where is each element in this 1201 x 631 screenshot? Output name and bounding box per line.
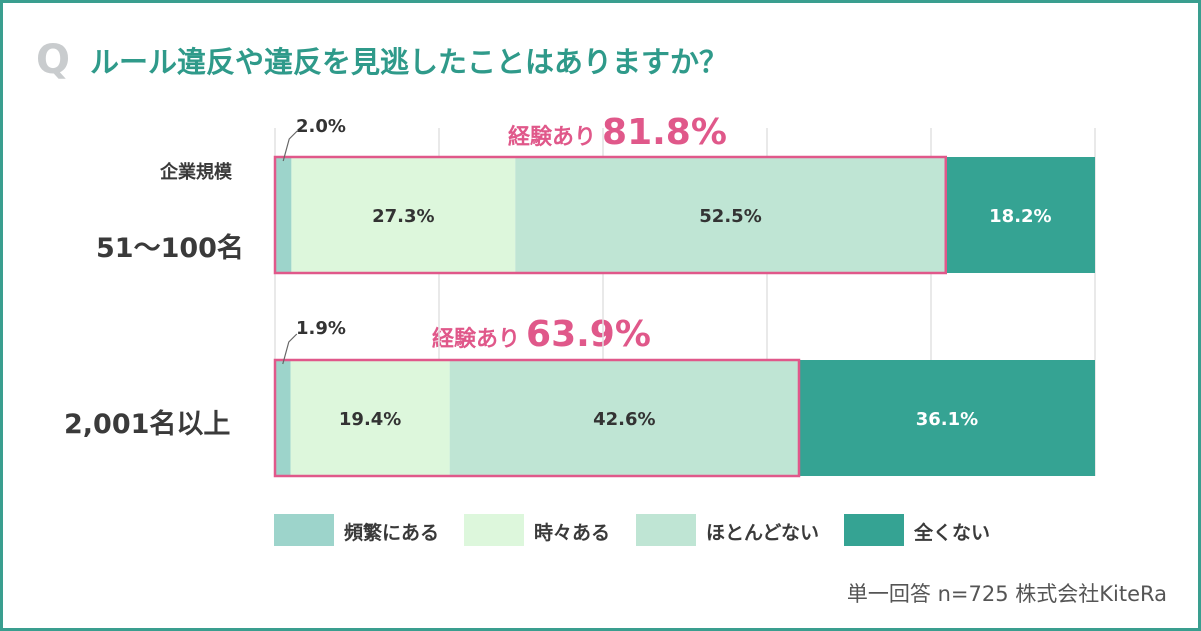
bar-segment [290, 360, 450, 476]
experience-outline [273, 358, 801, 478]
data-label: 27.3% [372, 206, 434, 227]
experience-label: 経験あり [432, 327, 521, 352]
legend-swatch [274, 514, 334, 546]
question-mark: Q [36, 37, 71, 83]
bar-segment [275, 157, 292, 273]
data-label: 42.6% [593, 409, 655, 430]
category-label-2: 2,001名以上 [64, 409, 231, 440]
legend-label: ほとんどない [706, 522, 820, 544]
legend-label: 全くない [914, 522, 991, 544]
leader-line [282, 130, 298, 162]
bar-segment [275, 360, 291, 476]
bar-segment [945, 157, 1095, 273]
chart-title: ルール違反や違反を見逃したことはありますか？ [90, 45, 729, 79]
bar-segment [291, 157, 516, 273]
data-label: 19.4% [339, 409, 401, 430]
category-label-1: 51～100名 [96, 233, 244, 264]
data-label: 18.2% [989, 206, 1051, 227]
data-label: 52.5% [699, 206, 761, 227]
legend-label: 時々ある [534, 522, 611, 544]
bar-segment [449, 360, 799, 476]
experience-outline [273, 155, 948, 275]
small-segment-label-2: 1.9% [296, 318, 346, 339]
bar-segment [515, 157, 946, 273]
leader-line [282, 333, 298, 365]
experience-value: 63.9% [526, 314, 651, 355]
small-segment-label-1: 2.0% [296, 116, 346, 137]
legend-swatch [636, 514, 696, 546]
bar-segment [798, 360, 1095, 476]
experience-highlight-2: 経験あり 63.9% [432, 314, 651, 355]
experience-value: 81.8% [602, 112, 727, 153]
category-header: 企業規模 [160, 162, 232, 183]
footer-note: 単一回答 n=725 株式会社KiteRa [846, 582, 1167, 606]
legend-swatch [844, 514, 904, 546]
data-label: 36.1% [916, 409, 978, 430]
experience-highlight-1: 経験あり 81.8% [508, 112, 727, 153]
legend-label: 頻繁にある [344, 522, 440, 544]
legend-swatch [464, 514, 524, 546]
experience-label: 経験あり [508, 125, 597, 150]
